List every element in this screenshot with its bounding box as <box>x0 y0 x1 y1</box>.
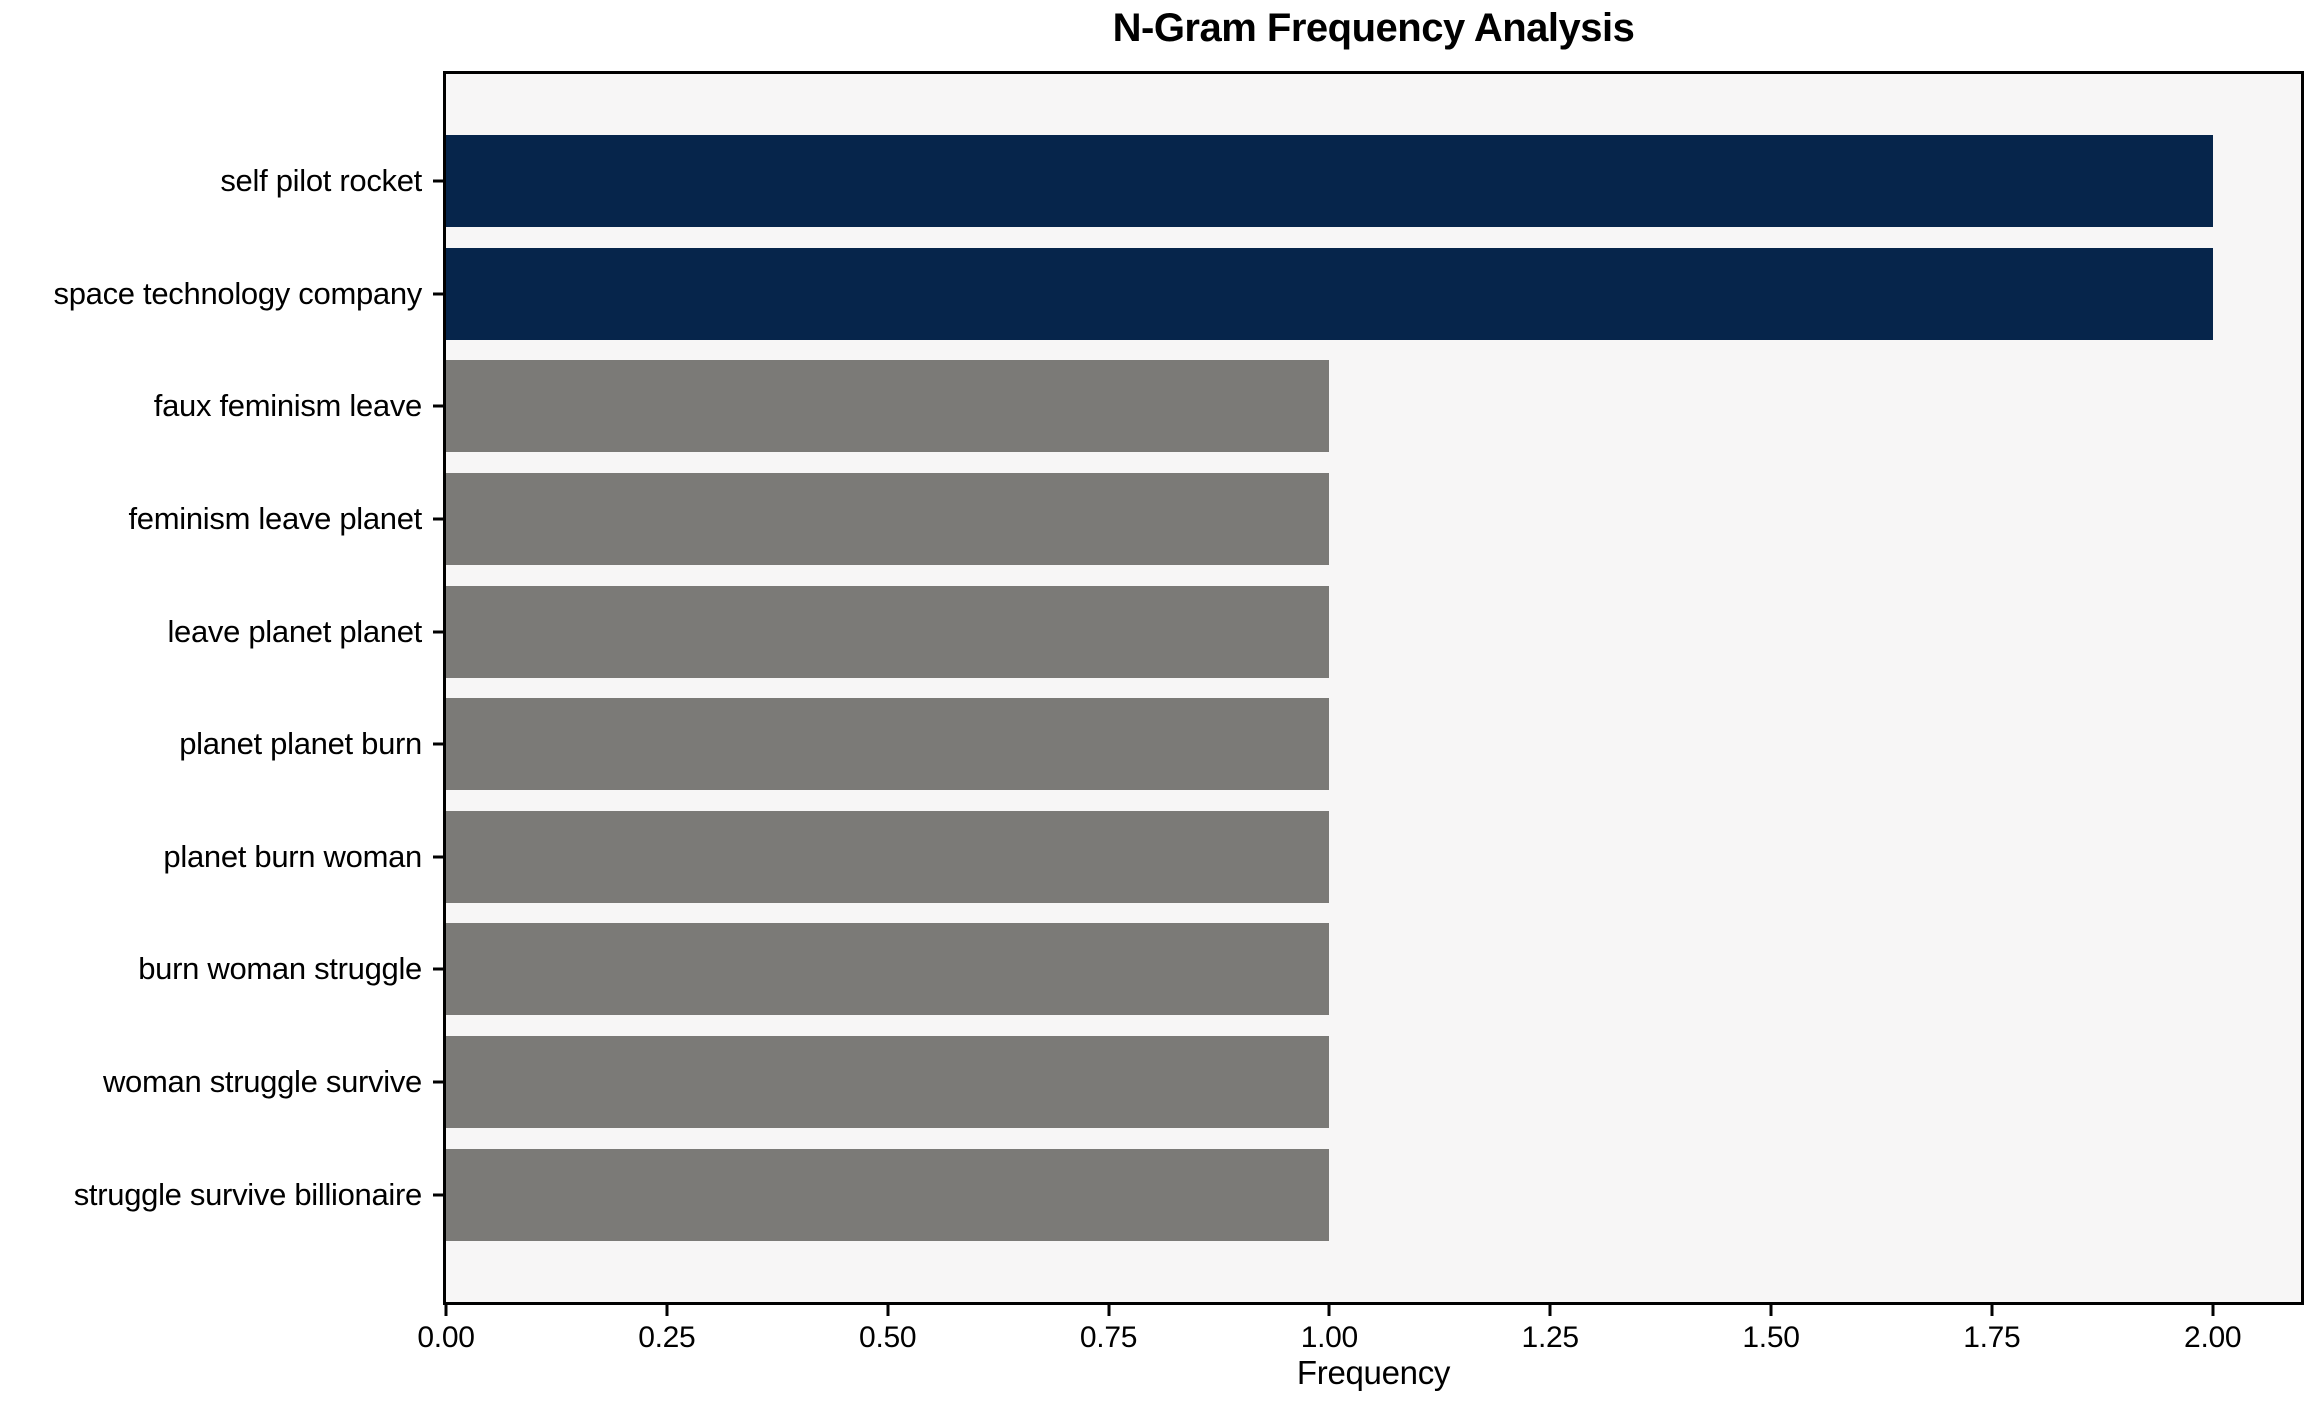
y-tick-label: space technology company <box>53 275 423 311</box>
x-tick-mark <box>2211 1305 2215 1316</box>
y-tick-mark <box>433 742 443 746</box>
bar <box>446 360 1330 453</box>
y-tick-label: struggle survive billionaire <box>73 1176 423 1212</box>
x-tick-label: 0.00 <box>417 1321 475 1354</box>
y-tick-label: planet planet burn <box>179 726 422 762</box>
x-tick-label: 2.00 <box>2184 1321 2242 1354</box>
bar-row: faux feminism leave <box>154 350 2301 463</box>
x-tick-label: 1.50 <box>1742 1321 1800 1354</box>
bar <box>446 923 1330 1016</box>
chart-title: N-Gram Frequency Analysis <box>1112 6 1635 50</box>
y-tick-mark <box>433 1080 443 1084</box>
bar-row: woman struggle survive <box>103 1026 2301 1139</box>
bar-row: struggle survive billionaire <box>74 1138 2301 1251</box>
x-tick-label: 1.00 <box>1300 1321 1359 1354</box>
y-tick-mark <box>433 855 443 859</box>
y-tick-mark <box>433 1193 443 1197</box>
x-tick-mark <box>444 1305 448 1316</box>
x-tick-label: 1.75 <box>1963 1321 2021 1354</box>
bar <box>446 1148 1330 1241</box>
x-tick-mark <box>1990 1305 1994 1316</box>
bar <box>446 585 1330 678</box>
x-tick-mark <box>665 1305 669 1316</box>
bar-row: planet burn woman <box>163 801 2301 914</box>
x-tick-mark <box>1769 1305 1773 1316</box>
bar-row: leave planet planet <box>167 575 2301 688</box>
y-tick-label: faux feminism leave <box>153 388 423 424</box>
bar-row: self pilot rocket <box>220 125 2301 238</box>
bar-row: space technology company <box>54 238 2301 351</box>
y-tick-mark <box>433 630 443 634</box>
y-tick-label: leave planet planet <box>167 613 422 649</box>
y-tick-label: self pilot rocket <box>220 163 422 199</box>
bar <box>446 810 1330 903</box>
y-tick-label: planet burn woman <box>163 838 422 874</box>
y-tick-label: burn woman struggle <box>138 951 422 987</box>
bar-row: burn woman struggle <box>138 913 2301 1026</box>
bar <box>446 135 2213 228</box>
x-tick-label: 0.75 <box>1079 1321 1138 1354</box>
x-tick-label: 0.25 <box>638 1321 696 1354</box>
bar <box>446 247 2213 340</box>
x-axis-label: Frequency <box>1296 1354 1451 1391</box>
bar-row: feminism leave planet <box>128 463 2301 576</box>
bar-row: planet planet burn <box>179 688 2301 801</box>
x-tick-label: 1.25 <box>1521 1321 1580 1354</box>
x-tick-mark <box>1107 1305 1110 1316</box>
x-tick-mark <box>886 1305 890 1316</box>
bar <box>446 1036 1330 1129</box>
bars-container: self pilot rocket space technology compan… <box>54 74 2301 1302</box>
x-tick-mark <box>1548 1305 1552 1316</box>
x-tick-mark <box>1327 1305 1331 1316</box>
x-tick-label: 0.50 <box>859 1321 917 1354</box>
y-tick-mark <box>433 404 443 408</box>
plot-area: self pilot rocket space technology compan… <box>54 71 2304 1354</box>
y-tick-mark <box>433 967 443 971</box>
y-tick-mark <box>433 517 443 521</box>
y-tick-mark <box>433 179 443 183</box>
y-tick-label: woman struggle survive <box>102 1064 422 1100</box>
bar <box>446 473 1330 566</box>
y-tick-mark <box>433 292 443 296</box>
bar <box>446 698 1330 791</box>
y-tick-label: feminism leave planet <box>128 501 422 537</box>
